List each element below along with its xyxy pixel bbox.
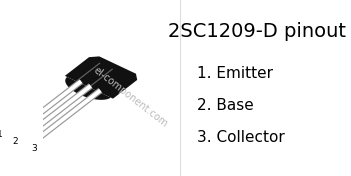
Text: 2: 2 xyxy=(12,137,18,146)
Polygon shape xyxy=(65,76,113,100)
Text: 1. Emitter: 1. Emitter xyxy=(197,66,273,81)
Text: 2. Base: 2. Base xyxy=(197,98,254,113)
Text: 2SC1209-D pinout: 2SC1209-D pinout xyxy=(168,22,346,41)
Text: 3. Collector: 3. Collector xyxy=(197,130,285,145)
Text: 3: 3 xyxy=(31,144,37,153)
Text: 1: 1 xyxy=(0,130,3,139)
Text: el-component.com: el-component.com xyxy=(91,65,170,129)
Polygon shape xyxy=(65,56,137,99)
